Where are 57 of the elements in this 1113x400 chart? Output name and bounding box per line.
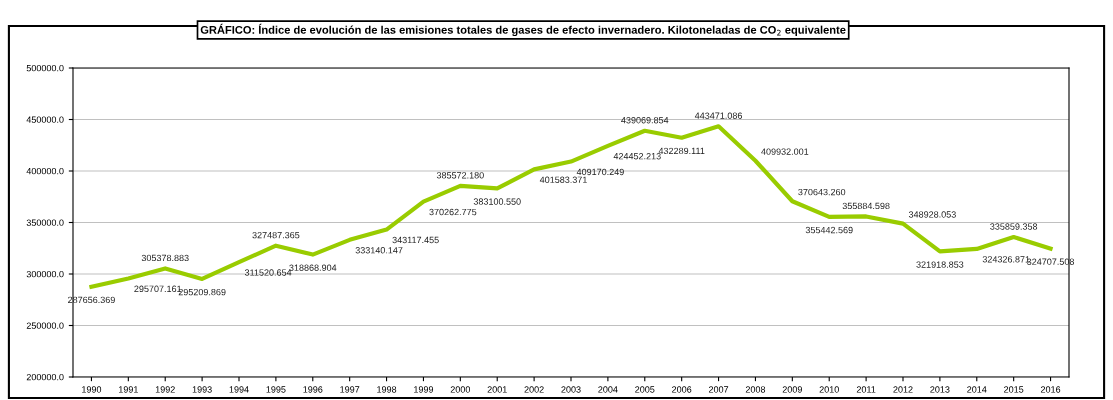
data-label: 348928.053 xyxy=(908,211,956,218)
data-label: 385572.180 xyxy=(436,172,484,179)
data-label: 355884.598 xyxy=(842,202,890,210)
x-tick-label: 2010 xyxy=(819,386,839,393)
x-tick-label: 2014 xyxy=(967,386,987,393)
data-label: 333140.147 xyxy=(355,247,403,254)
x-tick-label: 1997 xyxy=(340,386,360,393)
x-tick-label: 2002 xyxy=(524,386,544,393)
x-tick-label: 1998 xyxy=(377,386,397,393)
x-tick-label: 1992 xyxy=(155,386,175,393)
data-label: 401583.371 xyxy=(539,176,587,183)
x-tick-label: 1991 xyxy=(118,386,138,393)
y-tick-label: 500000.0 xyxy=(26,64,64,72)
data-label: 409932.001 xyxy=(761,148,809,155)
x-tick-label: 2009 xyxy=(782,386,802,393)
x-tick-label: 2008 xyxy=(745,386,766,393)
data-label: 424452.213 xyxy=(613,153,661,160)
y-tick-label: 400000.0 xyxy=(26,167,64,175)
y-tick-label: 300000.0 xyxy=(26,270,64,278)
data-label: 439069.854 xyxy=(621,117,669,124)
data-label: 318868.904 xyxy=(289,264,337,271)
x-tick-label: 1995 xyxy=(266,386,286,393)
x-tick-label: 2001 xyxy=(487,386,507,393)
data-label: 355442.569 xyxy=(805,226,853,234)
data-label: 409170.249 xyxy=(576,168,624,176)
x-tick-label: 2003 xyxy=(561,386,581,393)
data-label: 335859.358 xyxy=(990,223,1038,230)
x-tick-label: 2015 xyxy=(1004,386,1024,393)
x-tick-label: 1996 xyxy=(303,386,323,393)
x-tick-label: 1994 xyxy=(229,386,249,393)
x-tick-label: 2013 xyxy=(930,386,950,393)
x-tick-label: 2005 xyxy=(635,386,655,393)
y-tick-label: 200000.0 xyxy=(26,373,64,381)
x-tick-label: 1990 xyxy=(82,386,102,393)
x-tick-label: 2004 xyxy=(598,386,618,393)
y-tick-label: 450000.0 xyxy=(26,116,64,123)
data-label: 443471.086 xyxy=(694,112,743,119)
data-label: 370643.260 xyxy=(798,188,846,196)
x-tick-label: 1993 xyxy=(192,386,212,393)
data-label: 311520.654 xyxy=(244,269,292,276)
x-tick-label: 2007 xyxy=(708,386,729,393)
y-tick-label: 350000.0 xyxy=(26,219,64,226)
data-label: 343117.455 xyxy=(392,236,439,244)
x-tick-label: 2011 xyxy=(856,386,876,393)
data-label: 295707.161 xyxy=(134,285,182,292)
x-tick-label: 1999 xyxy=(414,386,434,393)
y-tick-label: 250000.0 xyxy=(26,322,64,329)
x-tick-label: 2012 xyxy=(893,386,913,393)
chart-title: GRÁFICO: Índice de evolución de las emisiones totales de gases de efecto invernadero. Kilotoneladas de CO$_{2}$ equivalente xyxy=(200,23,846,37)
x-tick-label: 2016 xyxy=(1040,386,1061,393)
data-label: 327487.365 xyxy=(252,231,300,239)
data-label: 370262.775 xyxy=(429,208,477,216)
data-label: 305378.883 xyxy=(141,254,189,262)
x-tick-label: 2000 xyxy=(450,386,471,393)
x-tick-label: 2006 xyxy=(672,386,692,393)
data-label: 321918.853 xyxy=(916,261,964,268)
data-label: 383100.550 xyxy=(473,198,521,205)
